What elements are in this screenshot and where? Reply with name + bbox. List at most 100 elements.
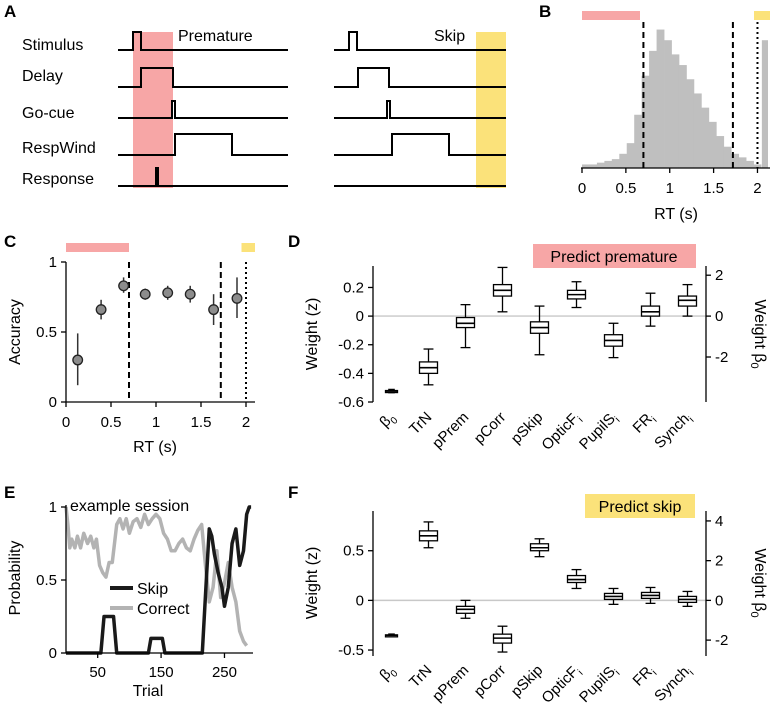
weight-z-tick-label: 0 — [356, 592, 364, 609]
series-line-correct — [64, 506, 249, 647]
histogram-bar — [649, 50, 657, 168]
weight-z-tick-label: 0.5 — [343, 543, 364, 560]
category-label: pPrem — [429, 409, 472, 452]
accuracy-y-tick-label: 1 — [49, 254, 57, 271]
accuracy-point — [231, 292, 243, 304]
accuracy-x-tick-label: 1 — [152, 414, 160, 431]
histogram-bar — [671, 54, 680, 168]
panel-letter-f: F — [288, 483, 298, 502]
predict-skip-title-box — [585, 494, 695, 518]
category-label: FRi — [630, 662, 660, 692]
skip-indicator-bar — [241, 243, 255, 252]
premature-weight-boxes — [384, 266, 698, 394]
weight-beta-tick-label: 0 — [715, 592, 723, 609]
weight-beta-label-sub: 0 — [748, 363, 760, 369]
accuracy-y-label: Accuracy — [7, 299, 24, 365]
category-label-base: pPrem — [429, 662, 472, 705]
weight-z-label: Weight (z) — [304, 298, 321, 371]
category-label-sub: i — [687, 668, 696, 677]
legend-correct-label: Correct — [137, 601, 190, 618]
accuracy-point — [184, 288, 196, 300]
premature-trace-response — [118, 167, 288, 187]
probability-y-tick-label: 1 — [49, 499, 57, 516]
category-label: OpticFi — [538, 409, 585, 456]
category-label: TrN — [406, 662, 435, 691]
row-label-stimulus: Stimulus — [22, 37, 83, 54]
panel-d: D Predict premature -0.6 -0.4 -0.2 0 0.2 2 0 -2… — [288, 232, 768, 456]
accuracy-x-tick-label: 2 — [242, 414, 250, 431]
accuracy-x-label: RT (s) — [133, 439, 177, 456]
weight-z-tick-label: -0.4 — [338, 365, 364, 382]
histogram-bar — [746, 160, 754, 168]
skip-weight-ticks: -0.5 0 0.5 4 2 0 -2 — [338, 513, 728, 659]
skip-trace-respwind — [334, 133, 506, 156]
histogram-bar — [641, 75, 650, 168]
premature-trace-stimulus — [118, 31, 288, 51]
category-label: FRi — [630, 409, 660, 439]
category-label-base: TrN — [406, 662, 435, 691]
skip-indicator-bar — [754, 11, 770, 20]
category-label-sub: i — [576, 415, 585, 424]
skip-weight-boxes — [384, 521, 698, 653]
weight-z-tick-label: -0.2 — [338, 337, 364, 354]
category-label-sub: i — [687, 415, 696, 424]
histogram-x-tick-label: 0.5 — [615, 180, 636, 197]
skip-trace-delay — [334, 67, 506, 88]
weight-beta-tick-label: 0 — [715, 308, 723, 325]
accuracy-x-tick-label: 1.5 — [191, 414, 212, 431]
category-label-base: pCorr — [471, 662, 510, 701]
panel-letter-d: D — [288, 232, 300, 251]
weight-beta-label-sub: 0 — [748, 612, 760, 618]
category-label: β0 — [376, 408, 400, 432]
weight-beta-tick-label: 2 — [715, 267, 723, 284]
histogram-x-label: RT (s) — [654, 206, 698, 223]
accuracy-point — [139, 288, 151, 300]
histogram-bar — [678, 65, 687, 168]
weight-beta-tick-label: 4 — [715, 513, 723, 530]
accuracy-ticks: 0 0.5 1 0 0.5 1 1.5 2 — [36, 254, 250, 431]
trial-x-label: Trial — [133, 683, 164, 700]
probability-legend: Skip Correct — [110, 581, 190, 618]
panel-c: C 0 0.5 1 0 0.5 1 1.5 2 Accuracy RT (s) — [4, 232, 255, 456]
accuracy-y-tick-label: 0 — [49, 394, 57, 411]
histogram-bar — [686, 79, 695, 168]
weight-beta-label: Weight β0 — [748, 548, 768, 617]
category-label-base: TrN — [406, 409, 435, 438]
category-label-base: FR — [630, 410, 656, 436]
predict-premature-title: Predict premature — [550, 249, 677, 266]
panel-letter-c: C — [4, 232, 16, 251]
panel-a: A Premature Skip Stimulus Delay Go-cue R… — [4, 2, 506, 188]
row-label-delay: Delay — [22, 68, 63, 85]
weight-beta-tick-label: -2 — [715, 632, 728, 649]
histogram-bar — [731, 153, 740, 168]
histogram-x-tick-label: 1.5 — [703, 180, 724, 197]
histogram-bar — [589, 164, 598, 168]
histogram-bar — [611, 159, 620, 168]
accuracy-point — [118, 280, 130, 292]
panel-b: B 0 0.5 1 1.5 2 RT (s) — [539, 2, 770, 223]
histogram-reference-lines — [642, 22, 759, 168]
panel-f: F Predict skip -0.5 0 0.5 4 2 0 -2 β0 TrNpPremp… — [288, 483, 768, 707]
accuracy-x-tick-label: 0 — [62, 414, 70, 431]
histogram-bar — [656, 29, 665, 168]
category-label: pCorr — [471, 662, 510, 701]
histogram-bar — [723, 146, 732, 168]
trial-x-tick-label: 150 — [149, 664, 174, 681]
category-label-base: pCorr — [471, 409, 510, 448]
category-label: β0 — [376, 661, 400, 685]
histogram-bar — [634, 114, 643, 168]
skip-label: Skip — [434, 28, 465, 45]
row-label-respwind: RespWind — [22, 140, 96, 157]
weight-z-tick-label: -0.6 — [338, 394, 364, 411]
predict-skip-title: Predict skip — [599, 499, 682, 516]
histogram-x-tick-label: 1 — [666, 180, 674, 197]
premature-window-shading — [133, 32, 173, 188]
skip-window-shading — [476, 32, 506, 188]
weight-z-tick-label: -0.5 — [338, 642, 364, 659]
histogram-skip-bar — [761, 40, 768, 169]
premature-weight-ticks: -0.6 -0.4 -0.2 0 0.2 2 0 -2 — [338, 267, 728, 411]
weight-z-label: Weight (z) — [304, 547, 321, 620]
